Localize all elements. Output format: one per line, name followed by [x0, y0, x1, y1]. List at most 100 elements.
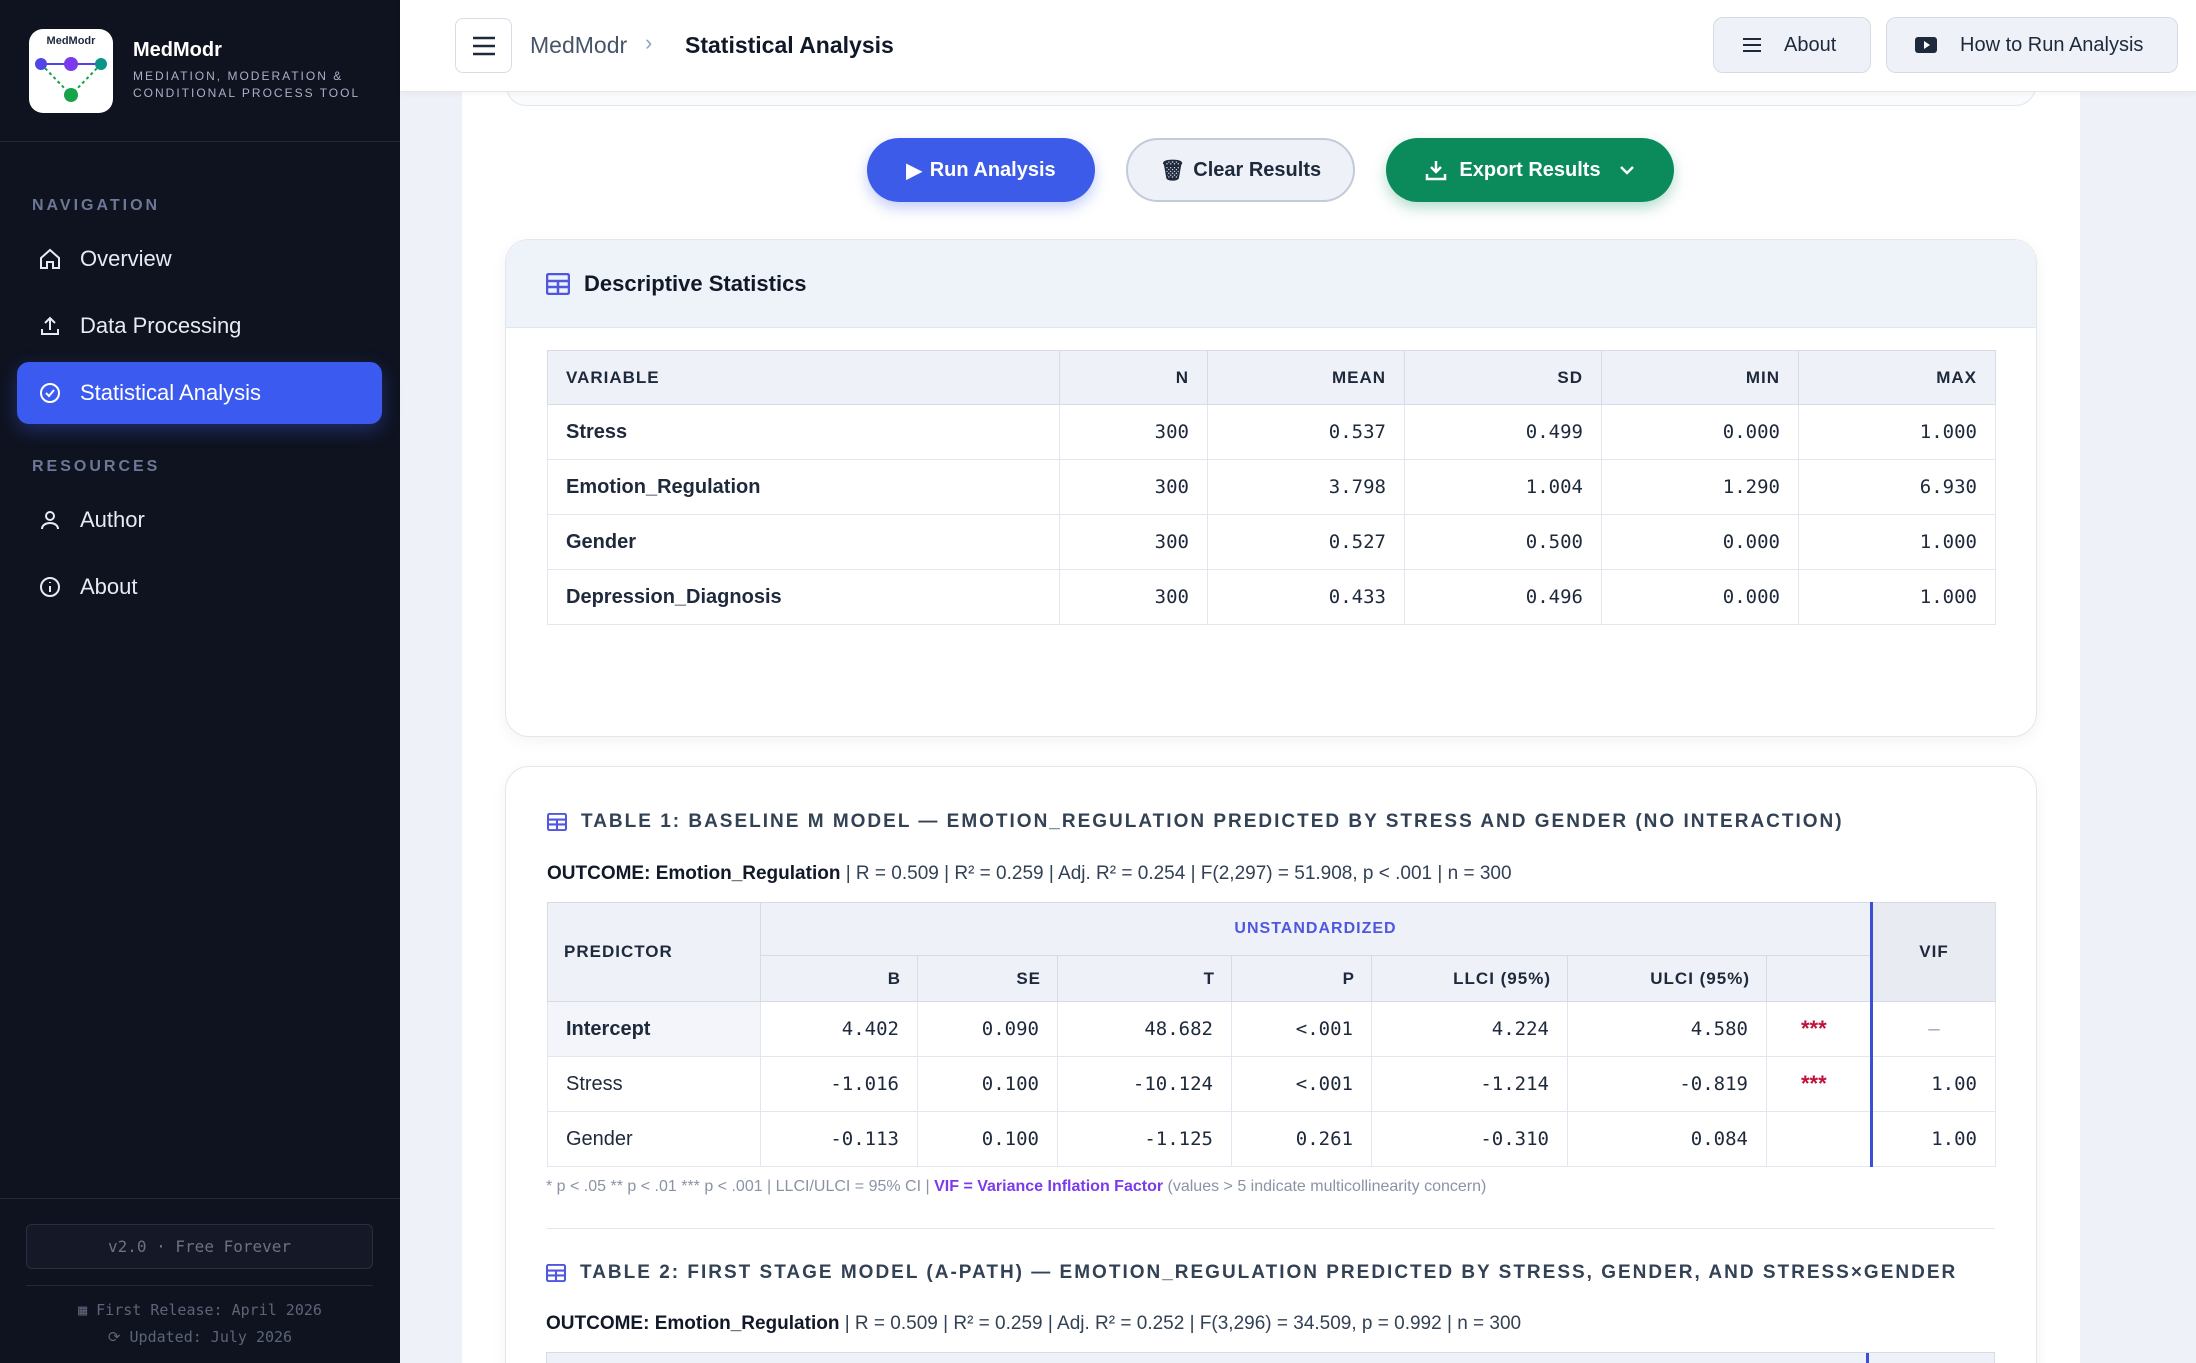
table-cell: 0.537: [1207, 404, 1405, 460]
resources-heading: RESOURCES: [32, 458, 161, 475]
column-header: MIN: [1601, 350, 1799, 405]
significance-stars: [1766, 1111, 1872, 1167]
table1-title: TABLE 1: BASELINE M MODEL — EMOTION_REGU…: [547, 811, 1844, 833]
table-cell: 48.682: [1057, 1001, 1232, 1057]
menu-toggle-button[interactable]: [455, 18, 512, 73]
significance-stars: ***: [1766, 1001, 1872, 1057]
table-row: Gender -0.113 0.100 -1.125 0.261 -0.310 …: [547, 1111, 1996, 1167]
table-cell: 0.090: [917, 1001, 1058, 1057]
predictor-header: PREDICTOR: [547, 902, 761, 1002]
upload-icon: [41, 316, 59, 335]
unstandardized-header: UNSTANDARDIZED: [760, 902, 1872, 956]
column-header: SE: [917, 955, 1058, 1002]
table-row: Stress -1.016 0.100 -10.124 <.001 -1.214…: [547, 1056, 1996, 1112]
table2-title-text: TABLE 2: FIRST STAGE MODEL (A-PATH) — EM…: [580, 1262, 1958, 1283]
vif-divider: [1866, 1353, 1869, 1363]
sidebar-item-overview[interactable]: Overview: [17, 228, 382, 290]
about-button[interactable]: About: [1713, 17, 1871, 73]
footnote-text: * p < .05 ** p < .01 *** p < .001 | LLCI…: [546, 1178, 935, 1195]
chevron-down-icon: [1619, 166, 1634, 175]
sidebar: MedModr MedModr MEDIATION, MODERATION & …: [0, 0, 400, 1363]
table-cell: 300: [1059, 459, 1208, 515]
table-cell: -0.310: [1371, 1111, 1568, 1167]
user-icon: [41, 511, 59, 530]
table-cell: 0.499: [1404, 404, 1602, 460]
table-cell: 300: [1059, 569, 1208, 625]
check-circle-icon: [40, 383, 60, 403]
table-cell: 300: [1059, 404, 1208, 460]
about-button-label: About: [1784, 33, 1837, 56]
table-cell: -0.113: [760, 1111, 918, 1167]
outcome-label: OUTCOME: Emotion_Regulation: [546, 1313, 840, 1334]
table-row: Stress 300 0.537 0.499 0.000 1.000: [547, 404, 1996, 460]
table-cell: 0.100: [917, 1056, 1058, 1112]
table1-outcome: OUTCOME: Emotion_Regulation | R = 0.509 …: [547, 863, 1512, 885]
table-cell: 0.100: [917, 1111, 1058, 1167]
clear-results-button[interactable]: 🗑 Clear Results: [1126, 138, 1355, 202]
table-cell: Gender: [547, 514, 1060, 570]
table-cell: –: [1870, 1001, 1996, 1057]
outcome-stats: | R = 0.509 | R² = 0.259 | Adj. R² = 0.2…: [839, 1313, 1522, 1334]
table-cell: 1.00: [1870, 1111, 1996, 1167]
export-results-button[interactable]: Export Results: [1386, 138, 1674, 202]
column-header: ULCI (95%): [1567, 955, 1767, 1002]
table-cell: 6.930: [1798, 459, 1996, 515]
table-cell: 1.000: [1798, 569, 1996, 625]
table-cell: 4.402: [760, 1001, 918, 1057]
export-results-label: Export Results: [1459, 158, 1601, 181]
column-header: B: [760, 955, 918, 1002]
table-cell: 0.084: [1567, 1111, 1767, 1167]
topbar: MedModr › Statistical Analysis About How…: [400, 0, 2196, 92]
table-cell: 1.00: [1870, 1056, 1996, 1112]
table1-footnote: * p < .05 ** p < .01 *** p < .001 | LLCI…: [546, 1178, 1486, 1196]
table-cell: Intercept: [547, 1001, 761, 1057]
table-cell: <.001: [1231, 1056, 1372, 1112]
how-to-run-button[interactable]: How to Run Analysis: [1886, 17, 2178, 73]
run-analysis-button[interactable]: ▶ Run Analysis: [867, 138, 1095, 202]
table-cell: 4.580: [1567, 1001, 1767, 1057]
sidebar-item-about[interactable]: About: [17, 556, 382, 618]
table-cell: 1.290: [1601, 459, 1799, 515]
home-icon: [40, 248, 60, 269]
first-release-text: First Release: April 2026: [96, 1301, 322, 1319]
regression-results-card: TABLE 1: BASELINE M MODEL — EMOTION_REGU…: [505, 766, 2037, 1363]
table-cell: 4.224: [1371, 1001, 1568, 1057]
app-logo[interactable]: MedModr: [29, 28, 113, 113]
table-cell: 0.500: [1404, 514, 1602, 570]
sidebar-item-author[interactable]: Author: [17, 489, 382, 551]
descriptive-table: VARIABLE N MEAN SD MIN MAX Stress 300 0.…: [547, 350, 1996, 625]
download-icon: [1426, 161, 1447, 181]
updated: ⟳ Updated: July 2026: [0, 1328, 400, 1346]
section-divider: [546, 1228, 1995, 1229]
table-cell: -0.819: [1567, 1056, 1767, 1112]
refresh-icon: ⟳: [107, 1328, 130, 1346]
outcome-label: OUTCOME: Emotion_Regulation: [547, 863, 841, 884]
nav-heading: NAVIGATION: [32, 197, 161, 214]
sidebar-item-data-processing[interactable]: Data Processing: [17, 295, 382, 357]
footnote-text-end: (values > 5 indicate multicollinearity c…: [1163, 1178, 1487, 1195]
table-cell: 0.496: [1404, 569, 1602, 625]
footer-divider: [26, 1285, 373, 1286]
sidebar-item-statistical-analysis[interactable]: Statistical Analysis: [17, 362, 382, 424]
column-header: P: [1231, 955, 1372, 1002]
vif-definition: VIF = Variance Inflation Factor: [934, 1178, 1164, 1195]
table-cell: 1.000: [1798, 404, 1996, 460]
brand-name: MedModr: [133, 39, 222, 61]
table-cell: 0.000: [1601, 514, 1799, 570]
column-header: MEAN: [1207, 350, 1405, 405]
sidebar-item-label: About: [80, 574, 138, 599]
card-header: Descriptive Statistics: [506, 240, 2036, 328]
table-cell: 0.261: [1231, 1111, 1372, 1167]
column-header: MAX: [1798, 350, 1996, 405]
table-cell: Emotion_Regulation: [547, 459, 1060, 515]
table-cell: 1.004: [1404, 459, 1602, 515]
brand: MedModr MedModr MEDIATION, MODERATION & …: [0, 0, 400, 142]
card-title: Descriptive Statistics: [584, 270, 807, 296]
clear-results-label: Clear Results: [1193, 158, 1322, 181]
table-icon: [546, 1264, 566, 1282]
sidebar-item-label: Statistical Analysis: [80, 380, 261, 405]
significance-stars: ***: [1766, 1056, 1872, 1112]
breadcrumb-root[interactable]: MedModr: [530, 32, 628, 58]
first-release: ▦ First Release: April 2026: [0, 1301, 400, 1319]
table1-regression: PREDICTOR UNSTANDARDIZED VIF B SE T P LL…: [547, 902, 1996, 1167]
